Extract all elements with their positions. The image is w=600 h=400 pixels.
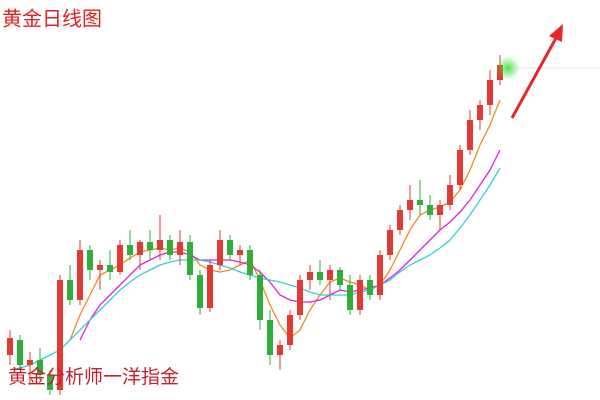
candle-body (37, 360, 43, 375)
candle-body (187, 242, 193, 275)
glow (496, 56, 520, 80)
candle-body (117, 245, 123, 272)
candle-body (327, 270, 333, 280)
candle-body (57, 280, 63, 390)
candle-body (267, 320, 273, 355)
arrow-shaft (510, 37, 558, 119)
ma-line (9, 167, 501, 371)
candle-body (447, 185, 453, 205)
candle-body (467, 120, 473, 150)
candle-body (177, 242, 183, 255)
candle-body (367, 280, 373, 295)
candle-body (97, 265, 103, 270)
candle-body (17, 340, 23, 365)
candle-body (407, 200, 413, 210)
candle-body (217, 240, 223, 265)
candle-body (7, 338, 13, 355)
candle-body (67, 280, 73, 300)
candle-body (127, 245, 133, 255)
candle-body (427, 205, 433, 215)
candle-body (107, 265, 113, 272)
candle-body (317, 272, 323, 280)
candle-body (197, 275, 203, 308)
plot (7, 55, 503, 395)
candle-body (397, 210, 403, 230)
candle-body (207, 265, 213, 308)
candle-body (137, 242, 143, 255)
candle-body (247, 250, 253, 275)
candle-body (337, 270, 343, 285)
candle-body (157, 240, 163, 250)
candle-body (487, 80, 493, 105)
candle-body (377, 255, 383, 295)
candle-body (47, 375, 53, 390)
candle-body (77, 250, 83, 300)
candle-body (417, 200, 423, 205)
candle-body (257, 275, 263, 320)
candle-body (437, 205, 443, 215)
watermark: 黄金分析师一洋指金 (8, 366, 179, 388)
chart-title: 黄金日线图 (2, 7, 102, 31)
candle-body (147, 242, 153, 250)
candle-body (457, 150, 463, 185)
candle-body (87, 250, 93, 270)
candle-body (387, 230, 393, 255)
candle-body (347, 285, 353, 310)
candle-body (27, 360, 33, 365)
candle-body (297, 280, 303, 315)
arrow-head (549, 24, 563, 42)
candle-body (277, 345, 283, 355)
candle-body (237, 250, 243, 255)
candle-body (477, 105, 483, 120)
candle-body (307, 272, 313, 280)
candle-body (357, 280, 363, 310)
candle-body (227, 240, 233, 255)
candle-body (167, 240, 173, 255)
candle-body (287, 315, 293, 345)
